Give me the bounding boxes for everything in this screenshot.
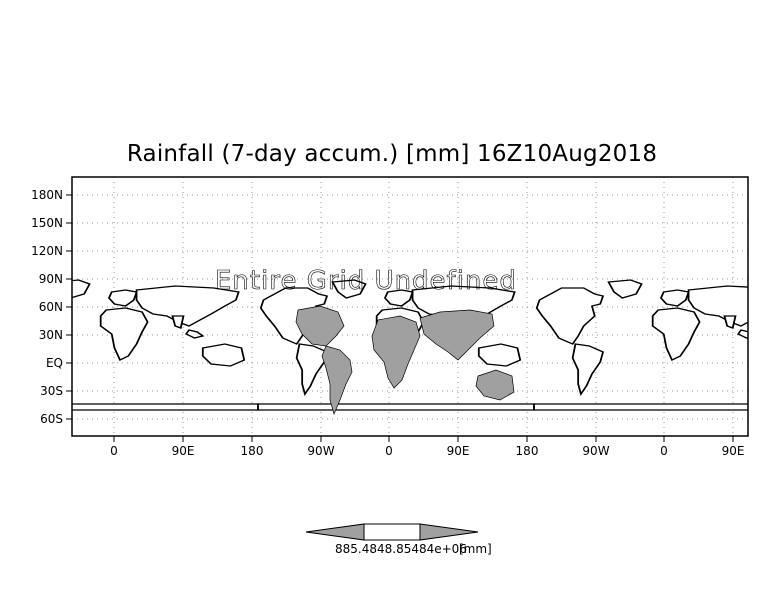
map-title: Rainfall (7-day accum.) [mm] 16Z10Aug201… — [126, 141, 658, 167]
shaded-land — [295, 305, 515, 416]
x-label: 90W — [582, 444, 609, 458]
x-label: 90E — [172, 444, 195, 458]
y-label: 90N — [39, 272, 63, 286]
y-label: 30S — [40, 384, 63, 398]
undefined-grid-message: Entire Grid Undefined — [215, 266, 517, 296]
x-label: 90W — [307, 444, 334, 458]
colorbar-units: [mm] — [459, 542, 492, 556]
x-label: 0 — [660, 444, 668, 458]
colorbar-right-arrow — [419, 523, 479, 541]
y-label: 180N — [31, 188, 63, 202]
colorbar: 885.4848.85484e+06 [mm] — [305, 523, 492, 556]
x-label: 90E — [447, 444, 470, 458]
y-label: 60S — [40, 412, 63, 426]
y-tick-labels: 180N 150N 120N 90N 60N 30N EQ 30S 60S — [31, 188, 63, 426]
graticule — [72, 177, 748, 436]
colorbar-label: 885.4848.85484e+06 — [335, 542, 467, 556]
x-tick-labels: 0 90E 180 90W 0 90E 180 90W 0 90E — [110, 444, 744, 458]
colorbar-left-arrow — [305, 523, 365, 541]
x-label: 0 — [110, 444, 118, 458]
y-label: 30N — [39, 328, 63, 342]
colorbar-middle — [363, 523, 421, 541]
x-label: 0 — [385, 444, 393, 458]
x-label: 180 — [516, 444, 539, 458]
y-label: EQ — [46, 356, 63, 370]
y-ticks — [66, 194, 72, 420]
y-label: 150N — [31, 216, 63, 230]
x-label: 180 — [241, 444, 264, 458]
y-label: 120N — [31, 244, 63, 258]
x-ticks — [113, 436, 734, 442]
x-label: 90E — [722, 444, 745, 458]
y-label: 60N — [39, 300, 63, 314]
